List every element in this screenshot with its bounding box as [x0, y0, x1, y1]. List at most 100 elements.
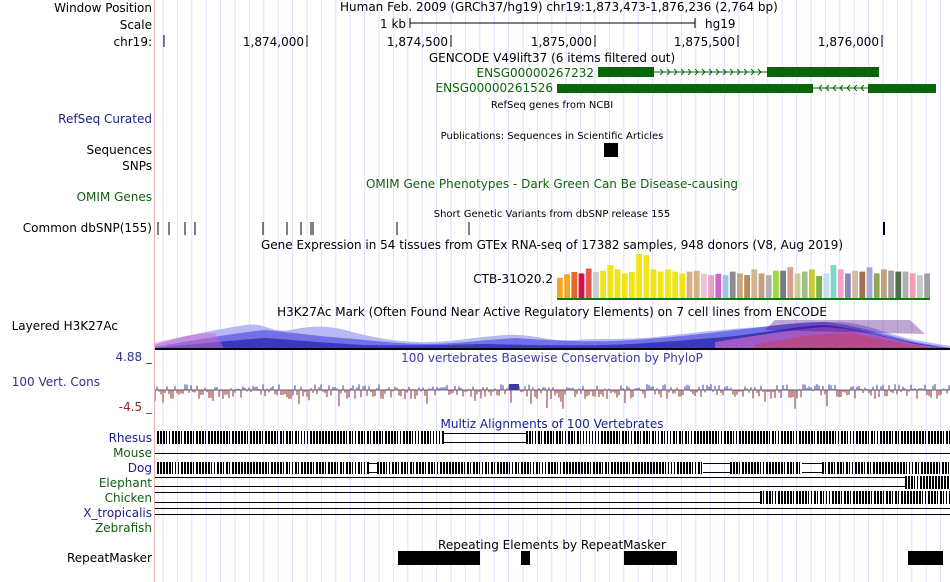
repeatmasker-track-title: Repeating Elements by RepeatMasker — [438, 538, 666, 552]
omim-track-label[interactable]: OMIM Genes — [76, 190, 152, 204]
track-label-column: Window Position Scale chr19: RefSeq Cura… — [0, 0, 154, 582]
alignment-block — [808, 431, 810, 444]
gtex-bar — [895, 271, 902, 298]
alignment-block — [650, 462, 652, 474]
alignment-block — [937, 491, 938, 504]
strand-arrow — [818, 84, 823, 92]
alignment-block — [328, 462, 330, 474]
alignment-block — [544, 431, 546, 444]
alignment-block — [398, 462, 399, 474]
alignment-block — [676, 431, 677, 444]
species-label-rhesus[interactable]: Rhesus — [108, 431, 152, 445]
alignment-block — [407, 462, 408, 474]
alignment-block — [733, 462, 735, 474]
alignment-block — [253, 462, 255, 474]
species-label-elephant[interactable]: Elephant — [98, 476, 152, 490]
repeatmasker-track-label[interactable]: RepeatMasker — [66, 551, 152, 565]
alignment-block — [883, 431, 885, 444]
snps-track-label[interactable]: SNPs — [122, 159, 152, 173]
h3k27ac-track-label[interactable]: Layered H3K27Ac — [11, 319, 118, 333]
alignment-block — [736, 431, 737, 444]
alignment-block — [364, 462, 365, 474]
alignment-block — [542, 462, 543, 474]
alignment-block — [349, 431, 351, 444]
alignment-block — [196, 431, 198, 444]
track-image-area[interactable]: Human Feb. 2009 (GRCh37/hg19) chr19:1,87… — [155, 0, 950, 582]
alignment-block — [670, 431, 671, 444]
alignment-block — [865, 431, 867, 444]
alignment-block — [592, 431, 593, 444]
alignment-block — [787, 462, 789, 474]
alignment-block — [304, 462, 306, 474]
alignment-block — [548, 462, 550, 474]
alignment-block — [939, 462, 940, 474]
cons-track-label[interactable]: 100 Vert. Cons — [11, 375, 100, 389]
alignment-block — [841, 491, 842, 504]
strand-arrow — [687, 68, 692, 76]
alignment-block — [922, 431, 924, 444]
alignment-block — [730, 431, 732, 444]
alignment-block — [649, 431, 650, 444]
alignment-block — [367, 462, 369, 474]
alignment-block — [742, 462, 744, 474]
gtex-bar — [729, 271, 736, 298]
alignment-block — [692, 462, 693, 474]
alignment-block — [655, 431, 656, 444]
alignment-block — [937, 431, 939, 444]
sequences-track-label[interactable]: Sequences — [86, 143, 152, 157]
gtex-bar — [614, 269, 621, 298]
alignment-block — [178, 462, 179, 474]
alignment-block — [247, 431, 248, 444]
gtex-bar — [845, 273, 851, 298]
alignment-block — [874, 491, 876, 504]
alignment-block — [232, 462, 234, 474]
alignment-block — [917, 476, 918, 489]
gtex-bar — [585, 268, 592, 298]
alignment-block — [557, 462, 558, 474]
alignment-block — [413, 462, 414, 474]
alignment-block — [595, 431, 596, 444]
alignment-block — [850, 491, 851, 504]
alignment-block — [846, 462, 848, 474]
alignment-block — [355, 431, 356, 444]
species-label-zebrafish[interactable]: Zebrafish — [95, 521, 152, 535]
species-label-x-tropicalis[interactable]: X_tropicalis — [83, 506, 152, 520]
gtex-bar — [801, 271, 808, 298]
alignment-block — [919, 431, 921, 444]
alignment-block — [665, 462, 666, 474]
alignment-block — [425, 462, 426, 474]
refseq-track-label[interactable]: RefSeq Curated — [58, 112, 152, 126]
alignment-block — [382, 431, 383, 444]
alignment-block — [835, 491, 837, 504]
alignment-block — [623, 462, 625, 474]
cons-signal — [155, 384, 950, 409]
strand-arrow — [673, 68, 678, 76]
alignment-block — [733, 431, 734, 444]
strand-arrow — [860, 84, 865, 92]
alignment-block — [433, 431, 434, 444]
species-label-chicken[interactable]: Chicken — [104, 491, 152, 505]
alignment-block — [919, 491, 921, 504]
species-label-mouse[interactable]: Mouse — [113, 446, 152, 460]
alignment-block — [825, 462, 826, 474]
alignment-block — [935, 476, 937, 489]
gtex-bar — [672, 271, 678, 298]
scale-bar — [409, 18, 696, 28]
alignment-block — [358, 431, 360, 444]
alignment-block — [181, 431, 182, 444]
alignment-block — [187, 431, 189, 444]
dbsnp-track-label[interactable]: Common dbSNP(155) — [22, 221, 152, 235]
alignment-block — [823, 491, 824, 504]
alignment-block — [379, 431, 381, 444]
strand-arrow — [708, 68, 713, 76]
alignment-block — [701, 462, 702, 474]
alignment-block — [172, 431, 174, 444]
species-label-dog[interactable]: Dog — [127, 461, 152, 475]
alignment-block — [907, 431, 909, 444]
alignment-block — [832, 431, 834, 444]
gtex-bar — [722, 275, 729, 298]
alignment-block — [879, 462, 881, 474]
alignment-block — [826, 491, 827, 504]
alignment-block — [685, 431, 687, 444]
